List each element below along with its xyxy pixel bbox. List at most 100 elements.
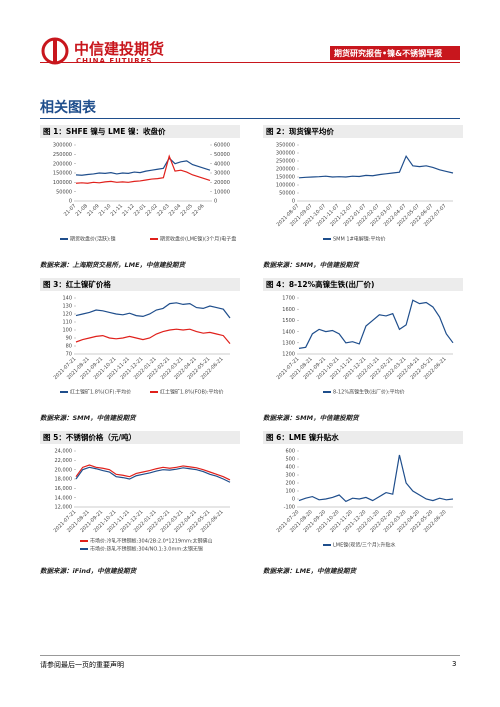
y-tick-label: 0 xyxy=(292,497,295,503)
chart-source: 数据来源：上海期货交易所，LME，中信建投期货 xyxy=(40,261,186,269)
y-tick-label: 18,000 xyxy=(55,477,73,483)
y-tick-label: 1300 xyxy=(282,341,295,347)
chart-source: 数据来源：SMM，中信建投期货 xyxy=(263,261,359,269)
y-tick-label: 100 xyxy=(285,489,295,495)
y-tick-label: 100000 xyxy=(53,180,72,186)
y-tick-label: 100000 xyxy=(276,183,295,189)
chart-title: 图 3：红土镍矿价格 xyxy=(40,278,240,291)
x-tick-label: 22-06 xyxy=(191,203,206,218)
y-tick-label: 0 xyxy=(69,199,72,205)
series-line xyxy=(75,466,231,483)
y-tick-label: 1600 xyxy=(282,307,295,313)
company-en: CHINA FUTURES xyxy=(76,57,153,65)
y-tick-label: 350000 xyxy=(276,143,295,149)
logo-icon xyxy=(41,37,69,65)
y-tick-label: 14,000 xyxy=(55,495,73,501)
page-number: 3 xyxy=(452,660,457,668)
y-tick-label: 12,000 xyxy=(55,505,73,511)
report-name: 期货研究报告•镍&不锈钢早报 xyxy=(334,49,443,58)
company-cn: 中信建投期货 xyxy=(74,40,165,58)
y-tick-label: 0 xyxy=(292,199,295,205)
y-tick-label: 150000 xyxy=(276,175,295,181)
y-tick-label: 600 xyxy=(285,449,295,455)
chart-title: 图 4：8-12%高镍生铁(出厂价) xyxy=(263,278,463,291)
legend-label: SMM 1#电解镍:平均价 xyxy=(333,236,385,243)
series-line xyxy=(75,154,211,184)
legend-label: 红土镍矿1.8%(CIF):平均价 xyxy=(70,389,131,396)
y-tick-label: 80 xyxy=(66,344,72,350)
chart-title: 图 6：LME 镍升贴水 xyxy=(263,431,463,444)
y-tick-label: 300000 xyxy=(53,143,72,149)
y2-tick-label: 60000 xyxy=(214,143,230,149)
header-rule xyxy=(40,62,460,63)
y-tick-label: 140 xyxy=(62,296,72,302)
disclaimer: 请参阅最后一页的重要声明 xyxy=(40,661,124,669)
y-tick-label: 200000 xyxy=(53,161,72,167)
y-tick-label: 250000 xyxy=(276,159,295,165)
y-tick-label: 100 xyxy=(62,328,72,334)
y-tick-label: 200 xyxy=(285,481,295,487)
y-tick-label: 1400 xyxy=(282,329,295,335)
y-tick-label: 1700 xyxy=(282,296,295,302)
chart-source: 数据来源：SMM，中信建投期货 xyxy=(40,414,136,422)
chart-source: 数据来源：iFind，中信建投期货 xyxy=(40,567,137,575)
chart: 1200130014001500160017002021-07-212021-0… xyxy=(276,296,454,396)
legend-label: 市场价:热轧不锈钢板:304/NO.1:3.0mm:太钢无锡 xyxy=(90,546,203,553)
y2-tick-label: 20000 xyxy=(214,180,230,186)
legend-label: 期货收盘价(LME镍)(3个月)电子盘 xyxy=(160,236,236,243)
y-tick-label: 24,000 xyxy=(55,449,73,455)
y-tick-label: 130 xyxy=(62,304,72,310)
report-bar xyxy=(330,46,460,60)
chart: 12,000 14,000 16,000 18,000 20,000 22,000 24,0… xyxy=(53,449,231,553)
y-tick-label: 200000 xyxy=(276,167,295,173)
series-line xyxy=(298,154,454,179)
y-tick-label: 50000 xyxy=(56,189,72,195)
chart: -10001002003004005006002021-07-202021-08… xyxy=(276,449,454,549)
chart: 0 50000 100000 150000 200000 250000 300000 3500… xyxy=(276,143,454,243)
y-tick-label: 150000 xyxy=(53,171,72,177)
y-tick-label: 120 xyxy=(62,312,72,318)
y-tick-label: 20,000 xyxy=(55,467,73,473)
y-tick-label: 90 xyxy=(66,336,72,342)
y-tick-label: 70 xyxy=(66,352,72,358)
chart: 0 50000 100000 150000 200000 250000 300000 0 100… xyxy=(53,143,236,243)
legend-label: 8-12%高镍生铁(出厂价):平均价 xyxy=(333,389,405,396)
series-line xyxy=(75,157,211,176)
footer-rule xyxy=(40,655,460,656)
section-rule xyxy=(40,118,460,119)
legend-label: 期货收盘价(活跃):镍 xyxy=(70,236,116,243)
legend-label: 市场价:冷轧不锈钢板:304/2B:2.0*1219mm:太钢佛山 xyxy=(90,538,213,545)
legend-label: LME镍(现货/三个月):升贴水 xyxy=(333,542,396,549)
y-tick-label: 22,000 xyxy=(55,458,73,464)
y2-tick-label: 40000 xyxy=(214,161,230,167)
y-tick-label: 400 xyxy=(285,465,295,471)
y-tick-label: 16,000 xyxy=(55,486,73,492)
chart-title: 图 5：不锈钢价格（元/吨） xyxy=(40,431,240,444)
y-tick-label: 50000 xyxy=(279,191,295,197)
series-line xyxy=(75,464,231,481)
y-tick-label: 500 xyxy=(285,457,295,463)
series-line xyxy=(75,302,231,319)
y2-tick-label: 0 xyxy=(214,199,217,205)
chart-title: 图 2：现货镍平均价 xyxy=(263,125,463,138)
series-line xyxy=(298,454,454,503)
chart-source: 数据来源：SMM，中信建投期货 xyxy=(263,414,359,422)
y-tick-label: 1500 xyxy=(282,318,295,324)
legend-label: 红土镍矿1.8%(FOB):平均价 xyxy=(160,389,224,396)
y-tick-label: 300 xyxy=(285,473,295,479)
y2-tick-label: 30000 xyxy=(214,171,230,177)
chart: 7080901001101201301402021-07-212021-08-2… xyxy=(53,296,231,396)
y2-tick-label: 50000 xyxy=(214,152,230,158)
y-tick-label: 1200 xyxy=(282,352,295,358)
y2-tick-label: 10000 xyxy=(214,189,230,195)
chart-title: 图 1：SHFE 镍与 LME 镍：收盘价 xyxy=(40,125,240,138)
y-tick-label: -100 xyxy=(284,505,295,511)
y-tick-label: 110 xyxy=(62,320,72,326)
y-tick-label: 300000 xyxy=(276,151,295,157)
series-line xyxy=(75,328,231,344)
series-line xyxy=(298,299,454,349)
chart-source: 数据来源：LME，中信建投期货 xyxy=(263,567,357,575)
section-title: 相关图表 xyxy=(40,100,96,116)
y-tick-label: 250000 xyxy=(53,152,72,158)
